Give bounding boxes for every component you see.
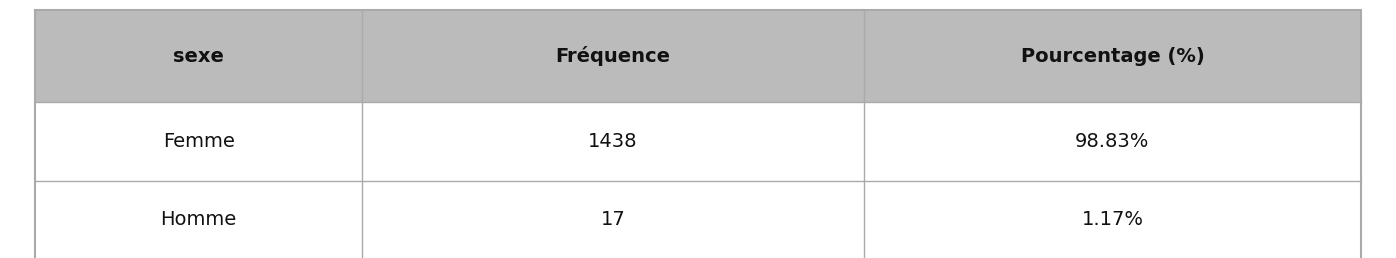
Bar: [35, 102, 1361, 181]
Text: Femme: Femme: [163, 132, 235, 151]
Text: 98.83%: 98.83%: [1075, 132, 1150, 151]
Text: 17: 17: [600, 211, 625, 229]
Text: Fréquence: Fréquence: [556, 46, 670, 66]
Text: sexe: sexe: [173, 47, 225, 66]
Text: Pourcentage (%): Pourcentage (%): [1020, 47, 1205, 66]
Bar: [35, 181, 1361, 258]
Text: 1.17%: 1.17%: [1082, 211, 1143, 229]
Text: Homme: Homme: [161, 211, 237, 229]
Bar: [35, 10, 1361, 102]
Text: 1438: 1438: [588, 132, 638, 151]
